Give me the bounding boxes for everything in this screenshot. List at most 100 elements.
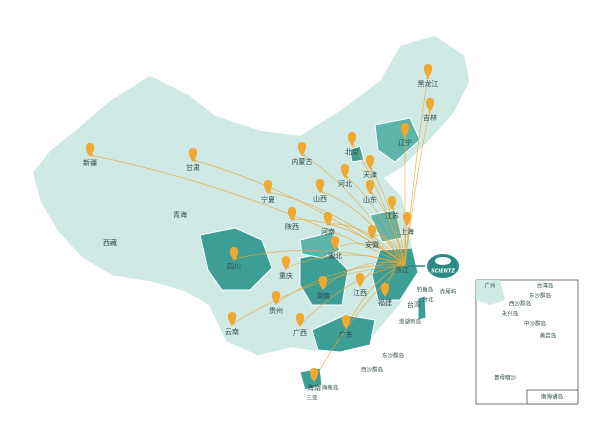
location-pin	[355, 273, 365, 287]
inset-label: 中沙群岛	[524, 320, 547, 328]
route-arrow	[192, 159, 406, 266]
location-pin	[323, 212, 333, 226]
route-arrow	[299, 264, 406, 326]
route-arrow	[231, 264, 406, 325]
province-label: 台湾	[407, 300, 421, 309]
location-pin	[365, 155, 375, 169]
province-label: 河南	[321, 227, 335, 236]
route-arrow	[404, 109, 432, 266]
location-pin	[365, 180, 375, 194]
province-label: 福建	[378, 298, 392, 307]
route-arrow	[334, 243, 406, 266]
province-label: 新疆	[83, 158, 97, 167]
inset-label: 西沙群岛	[509, 300, 532, 308]
inset-label: 台湾岛	[537, 282, 554, 290]
route-arrow	[233, 249, 406, 266]
province-label: 湖北	[328, 251, 342, 260]
route-arrow	[344, 175, 406, 266]
route-arrow	[275, 264, 406, 304]
island-label: 赤尾屿	[440, 288, 457, 296]
location-pin	[387, 196, 397, 210]
location-pin	[188, 148, 198, 162]
location-pin	[229, 247, 239, 261]
province-label: 辽宁	[398, 138, 412, 147]
province-label: 贵州	[269, 306, 283, 315]
route-arrow	[319, 190, 406, 266]
province-label: 甘肃	[186, 163, 200, 172]
location-pin	[85, 143, 95, 157]
location-pin	[263, 180, 273, 194]
location-pin	[330, 236, 340, 250]
province-label: 广西	[293, 328, 307, 337]
route-arrow	[369, 166, 406, 266]
route-arrow	[301, 153, 406, 266]
route-arrow	[327, 222, 406, 266]
island-label: 东沙群岛	[382, 352, 405, 360]
province-label: 河北	[338, 180, 352, 188]
route-arrow	[313, 264, 406, 381]
province-label: 北京	[345, 147, 359, 156]
island-label: 三亚	[306, 395, 318, 402]
location-pin	[340, 164, 350, 178]
logo-text: SCIENTZ	[431, 269, 455, 275]
country-outline	[31, 34, 471, 357]
province-label: 宁夏	[261, 195, 275, 204]
island-label: 海南岛	[322, 384, 339, 392]
highlight-regions	[199, 117, 427, 391]
province-label: 江西	[353, 289, 367, 297]
route-arrow	[89, 153, 406, 266]
route-arrow	[391, 207, 406, 266]
island-label: 钓鱼岛	[417, 286, 434, 294]
location-pin	[271, 291, 281, 305]
province-label: 吉林	[423, 113, 437, 122]
route-arrow	[267, 190, 406, 266]
route-arrow	[369, 191, 406, 266]
province-label: 江苏	[385, 211, 399, 220]
route-arrow	[285, 254, 406, 269]
route-arrow	[345, 264, 406, 328]
province-label: 天津	[363, 171, 377, 179]
location-pin	[315, 179, 325, 193]
province-label: 广东	[339, 330, 353, 339]
province-label: 青海	[173, 210, 187, 219]
province-label: 湖南	[316, 291, 330, 300]
logo: SCIENTZ	[408, 252, 461, 280]
province-label: 四川	[227, 263, 241, 271]
province-label: 内蒙古	[292, 157, 313, 166]
inset-label: 东沙群岛	[529, 292, 552, 300]
island-label: 澎湖列岛	[399, 318, 422, 326]
province-label: 上海	[400, 227, 414, 236]
inset-land	[476, 280, 505, 305]
province-label: 重庆	[279, 271, 293, 280]
province-label: 黑龙江	[418, 79, 439, 88]
location-pin	[318, 276, 328, 290]
province-label: 山东	[363, 195, 377, 204]
province-label: 安徽	[365, 240, 379, 249]
inset-label: 曾母暗沙	[494, 374, 517, 382]
location-pin	[309, 368, 319, 382]
location-pin	[423, 64, 433, 78]
location-pin	[287, 207, 297, 221]
route-arrow	[322, 261, 406, 289]
route-arrow	[404, 75, 430, 266]
inset-title-box	[526, 389, 579, 405]
island-label: 西沙群岛	[361, 366, 384, 374]
location-pin	[297, 142, 307, 156]
location-pin	[295, 313, 305, 327]
location-pin	[281, 256, 291, 270]
location-pin	[380, 283, 390, 297]
location-pin	[347, 132, 357, 146]
inset-title: 南海诸岛	[541, 393, 564, 401]
location-pin	[227, 312, 237, 326]
province-label: 山西	[313, 194, 327, 203]
location-pin	[400, 123, 410, 137]
province-label: 西藏	[103, 238, 117, 247]
province-label: 浙江	[395, 265, 409, 274]
route-arrow	[371, 234, 406, 266]
island-label: 台北	[422, 296, 434, 304]
location-pin	[341, 315, 351, 329]
inset-label: 广州	[484, 282, 495, 290]
inset-label: 黄岩岛	[540, 332, 557, 340]
province-label: 海南	[307, 383, 321, 392]
